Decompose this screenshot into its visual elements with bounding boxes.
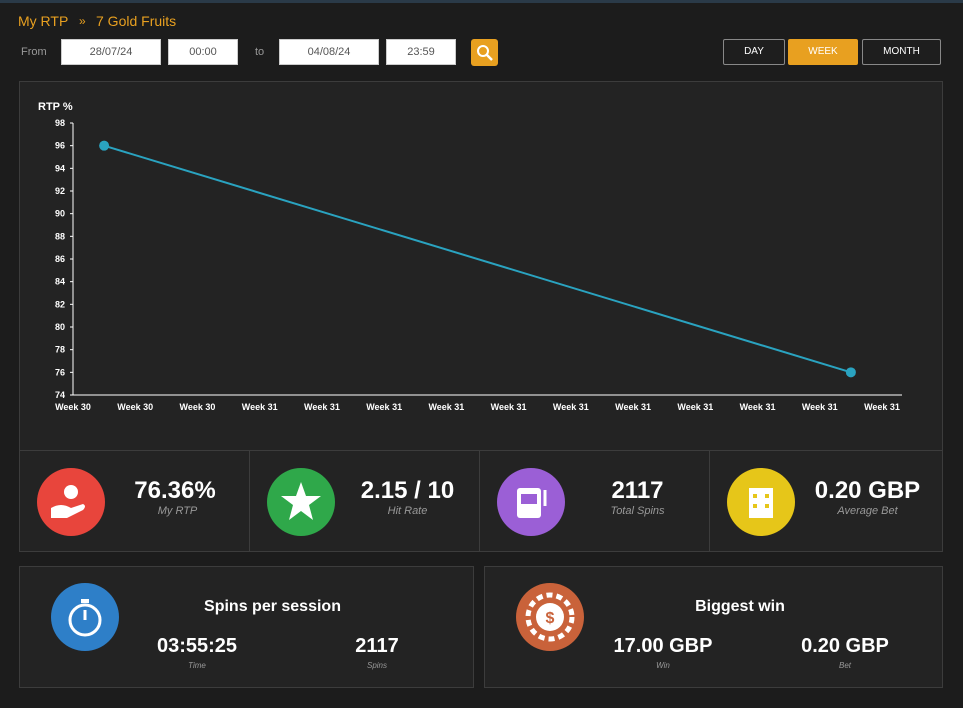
stat-label: Hit Rate xyxy=(387,505,428,517)
x-tick-label: Week 31 xyxy=(491,402,527,412)
svg-text:$: $ xyxy=(546,610,555,627)
x-tick-label: Week 31 xyxy=(242,402,278,412)
stat-label: My RTP xyxy=(157,505,198,517)
chart: RTP % 74 76 78 80 82 84 86 88 90 92 94 96 98 Week 30 W… xyxy=(38,101,902,412)
x-tick-label: Week 30 xyxy=(180,402,216,412)
y-tick-label: 92 xyxy=(55,186,65,196)
spins-icon xyxy=(497,468,565,536)
to-label: to xyxy=(255,46,265,58)
x-tick-label: Week 30 xyxy=(117,402,153,412)
x-tick-label: Week 30 xyxy=(55,402,91,412)
divider xyxy=(709,451,710,551)
point xyxy=(845,367,856,378)
line xyxy=(103,144,852,374)
breadcrumb-separator: » xyxy=(79,14,86,28)
x-tick-label: Week 31 xyxy=(428,402,464,412)
timer-icon xyxy=(51,583,119,651)
biggest-bet-label: Bet xyxy=(838,661,851,670)
from-time[interactable]: 00:00 xyxy=(168,39,238,65)
bet-icon xyxy=(727,468,795,536)
y-tick-label: 96 xyxy=(55,141,65,151)
rtp-icon xyxy=(37,468,105,536)
period-week[interactable]: WEEK xyxy=(788,39,858,65)
y-tick-label: 78 xyxy=(55,345,65,355)
y-tick-label: 76 xyxy=(55,367,65,377)
y-axis-title: RTP % xyxy=(38,101,73,113)
stat-value: 2.15 / 10 xyxy=(360,477,455,504)
biggest-title: Biggest win xyxy=(695,598,785,615)
x-tick-label: Week 31 xyxy=(553,402,589,412)
x-tick-label: Week 31 xyxy=(304,402,340,412)
to-time[interactable]: 23:59 xyxy=(386,39,456,65)
biggest-win: 17.00 GBP xyxy=(613,635,713,657)
breadcrumb-current: 7 Gold Fruits xyxy=(96,13,177,29)
divider xyxy=(249,451,250,551)
y-tick-label: 84 xyxy=(55,277,65,287)
x-tick-label: Week 31 xyxy=(740,402,776,412)
session-spins-label: Spins xyxy=(366,661,387,670)
y-tick-label: 86 xyxy=(55,254,65,264)
y-tick-label: 94 xyxy=(55,163,65,173)
period-day[interactable]: DAY xyxy=(723,39,785,65)
y-tick-label: 74 xyxy=(55,390,65,400)
biggest-win-label: Win xyxy=(656,661,670,670)
session-spins: 2117 xyxy=(355,635,399,657)
sessions-title: Spins per session xyxy=(204,598,341,615)
stat-label: Total Spins xyxy=(610,505,665,517)
y-tick-label: 80 xyxy=(55,322,65,332)
period-month[interactable]: MONTH xyxy=(862,39,941,65)
stat-value: 2117 xyxy=(611,477,664,504)
y-tick-label: 88 xyxy=(55,231,65,241)
stat-value: 76.36% xyxy=(134,477,216,504)
y-tick-label: 98 xyxy=(55,118,65,128)
divider xyxy=(479,451,480,551)
stat-value: 0.20 GBP xyxy=(814,477,921,504)
y-tick-label: 90 xyxy=(55,209,65,219)
session-time: 03:55:25 xyxy=(156,635,238,657)
breadcrumb-root[interactable]: My RTP xyxy=(18,13,69,29)
to-date[interactable]: 04/08/24 xyxy=(279,39,379,65)
chart-panel: RTP % 74 76 78 80 82 84 86 88 90 92 94 96 98 Week 30 W… xyxy=(19,81,943,451)
chip-icon: $ xyxy=(516,583,584,651)
from-date[interactable]: 28/07/24 xyxy=(61,39,161,65)
point xyxy=(99,140,110,151)
top-strip xyxy=(0,0,963,3)
x-tick-label: Week 31 xyxy=(366,402,402,412)
session-time-label: Time xyxy=(188,661,206,670)
x-tick-label: Week 31 xyxy=(677,402,713,412)
x-tick-label: Week 31 xyxy=(802,402,838,412)
x-tick-label: Week 31 xyxy=(615,402,651,412)
biggest-bet: 0.20 GBP xyxy=(801,635,889,657)
x-tick-label: Week 31 xyxy=(864,402,900,412)
y-tick-label: 82 xyxy=(55,299,65,309)
hit-rate-icon xyxy=(267,468,335,536)
stat-label: Average Bet xyxy=(837,505,898,517)
search-button[interactable] xyxy=(471,39,498,66)
from-label: From xyxy=(21,46,47,58)
